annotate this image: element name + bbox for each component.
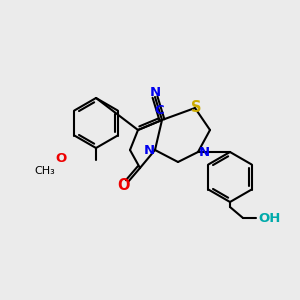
Text: N: N bbox=[143, 143, 155, 157]
Text: OH: OH bbox=[259, 212, 281, 224]
Text: O: O bbox=[118, 178, 130, 194]
Text: CH₃: CH₃ bbox=[34, 166, 56, 176]
Text: N: N bbox=[198, 146, 210, 158]
Text: S: S bbox=[191, 100, 201, 115]
Text: N: N bbox=[149, 86, 161, 100]
Text: C: C bbox=[154, 103, 164, 116]
Text: O: O bbox=[56, 152, 67, 166]
